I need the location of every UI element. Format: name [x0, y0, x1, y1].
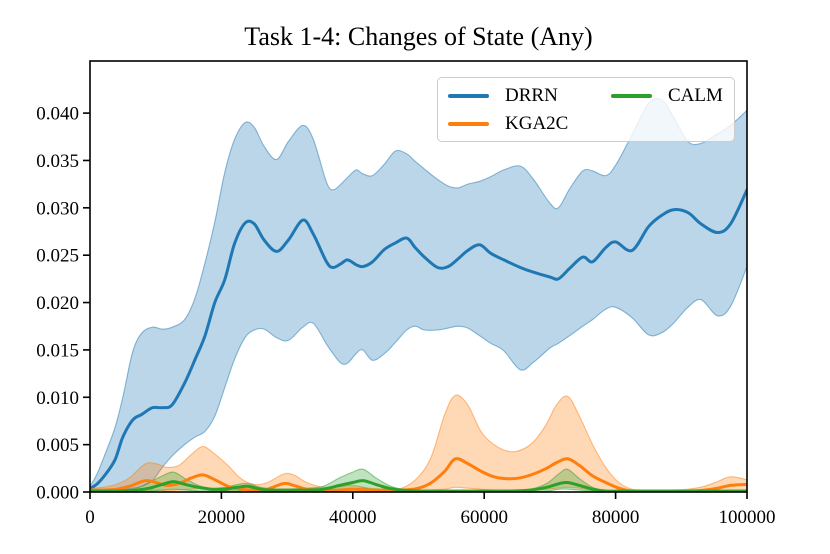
bands-layer	[90, 97, 747, 492]
band-DRRN	[90, 97, 747, 492]
legend-item-drrn: DRRN	[448, 82, 611, 110]
y-tick-label: 0.030	[36, 198, 79, 219]
legend: DRRN CALM KGA2C	[437, 77, 735, 142]
legend-swatch-drrn	[448, 94, 489, 98]
axis-tick-labels: 0 20000 40000 60000 80000 100000 0.000 0.005 0.0…	[36, 104, 775, 528]
y-tick-label: 0.000	[36, 483, 79, 504]
line-CALM	[90, 479, 747, 492]
legend-item-calm: CALM	[611, 82, 734, 110]
legend-item-kga2c: KGA2C	[448, 110, 611, 138]
y-tick-label: 0.020	[36, 293, 79, 314]
legend-swatch-calm	[611, 94, 652, 98]
legend-label-calm: CALM	[668, 85, 723, 106]
line-KGA2C	[90, 457, 747, 492]
y-tick-label: 0.035	[36, 151, 79, 172]
x-tick-label: 100000	[719, 507, 776, 528]
y-tick-label: 0.005	[36, 435, 79, 456]
x-tick-label: 40000	[329, 507, 377, 528]
x-tick-label: 80000	[592, 507, 640, 528]
y-tick-label: 0.010	[36, 388, 79, 409]
lines-layer	[90, 188, 747, 492]
chart-title: Task 1-4: Changes of State (Any)	[244, 22, 593, 51]
line-DRRN	[90, 188, 747, 490]
x-tick-label: 20000	[198, 507, 246, 528]
x-tick-label: 0	[85, 507, 95, 528]
y-tick-label: 0.025	[36, 246, 79, 267]
y-tick-label: 0.015	[36, 340, 79, 361]
legend-label-kga2c: KGA2C	[505, 113, 569, 134]
legend-swatch-kga2c	[448, 122, 489, 126]
axis-ticks	[83, 112, 748, 499]
x-tick-label: 60000	[460, 507, 508, 528]
y-tick-label: 0.040	[36, 104, 79, 125]
legend-label-drrn: DRRN	[505, 85, 558, 106]
axes-box	[89, 60, 748, 493]
